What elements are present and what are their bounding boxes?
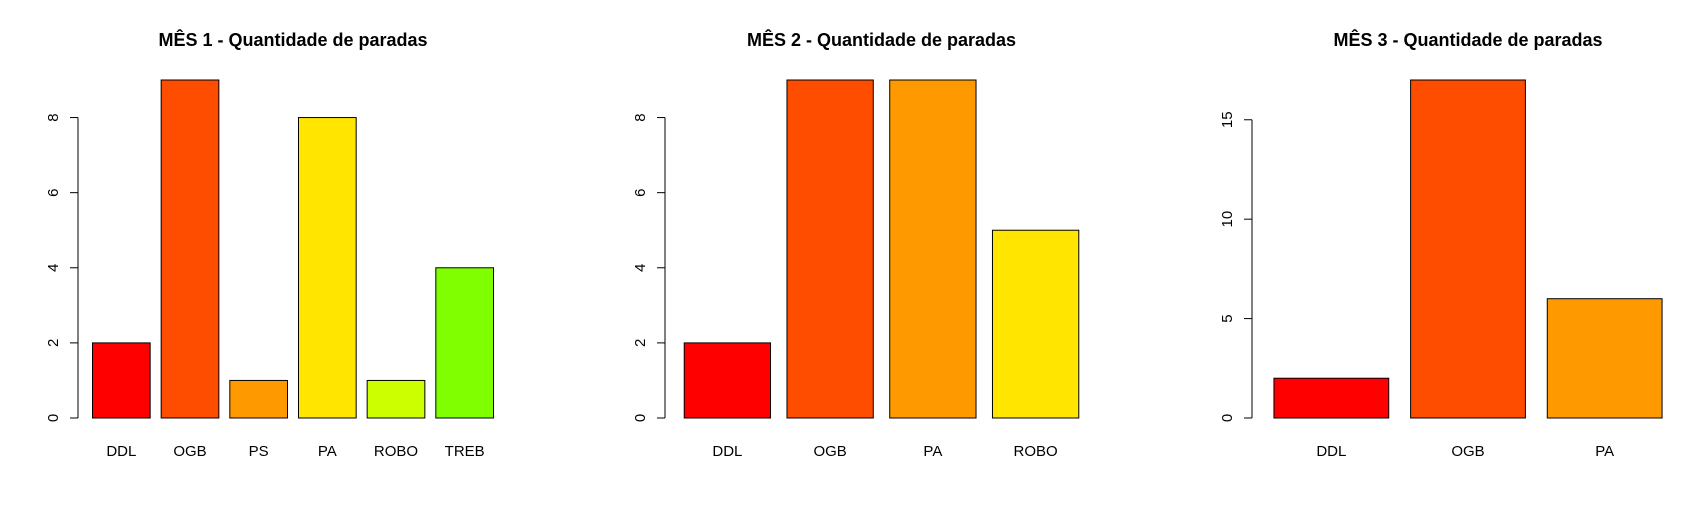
category-label: PA [318, 443, 337, 460]
bar-ogb [786, 79, 874, 419]
category-label: PA [1595, 443, 1614, 460]
bar-ddl [683, 342, 772, 419]
category-label: OGB [813, 443, 846, 460]
bar-chart-3: MÊS 3 - Quantidade de paradas 0 5 10 15 DDL OG… [1219, 29, 1663, 460]
bar-ps [229, 379, 289, 419]
bar-robo [991, 229, 1080, 419]
y-tick-label: 2 [45, 339, 62, 347]
bar-ogb [160, 79, 220, 419]
category-label: DDL [106, 443, 136, 460]
category-label: DDL [1316, 443, 1346, 460]
y-tick-label: 2 [632, 339, 649, 347]
bar-pa [1546, 298, 1663, 419]
y-tick-label: 5 [1219, 314, 1236, 322]
y-tick-label: 6 [632, 188, 649, 196]
category-label: ROBO [1014, 443, 1058, 460]
chart-title: MÊS 3 - Quantidade de paradas [1333, 29, 1602, 50]
chart-title: MÊS 1 - Quantidade de paradas [158, 29, 427, 50]
bar-chart-1: MÊS 1 - Quantidade de paradas 0 2 4 6 8 DDL OGB… [45, 29, 495, 460]
category-label: OGB [173, 443, 206, 460]
y-tick-label: 10 [1219, 211, 1236, 228]
y-tick-label: 15 [1219, 111, 1236, 128]
category-label: ROBO [374, 443, 418, 460]
y-tick-label: 0 [632, 414, 649, 422]
category-label: OGB [1451, 443, 1484, 460]
y-tick-label: 8 [45, 113, 62, 121]
bar-robo [366, 379, 426, 419]
y-tick-label: 8 [632, 113, 649, 121]
bar-pa [889, 79, 977, 419]
bar-pa [297, 117, 357, 419]
y-tick-label: 4 [632, 264, 649, 272]
chart-title: MÊS 2 - Quantidade de paradas [747, 29, 1016, 50]
category-label: DDL [712, 443, 742, 460]
bar-chart-2: MÊS 2 - Quantidade de paradas 0 2 4 6 8 DDL OGB… [632, 29, 1080, 460]
bar-ogb [1410, 79, 1526, 419]
bar-ddl [91, 342, 151, 419]
y-tick-label: 0 [45, 414, 62, 422]
bar-ddl [1273, 377, 1390, 419]
y-tick-label: 0 [1219, 414, 1236, 422]
category-label: TREB [445, 443, 485, 460]
y-tick-label: 4 [45, 264, 62, 272]
bar-treb [435, 267, 495, 419]
y-tick-label: 6 [45, 188, 62, 196]
category-label: PS [249, 443, 269, 460]
category-label: PA [923, 443, 942, 460]
